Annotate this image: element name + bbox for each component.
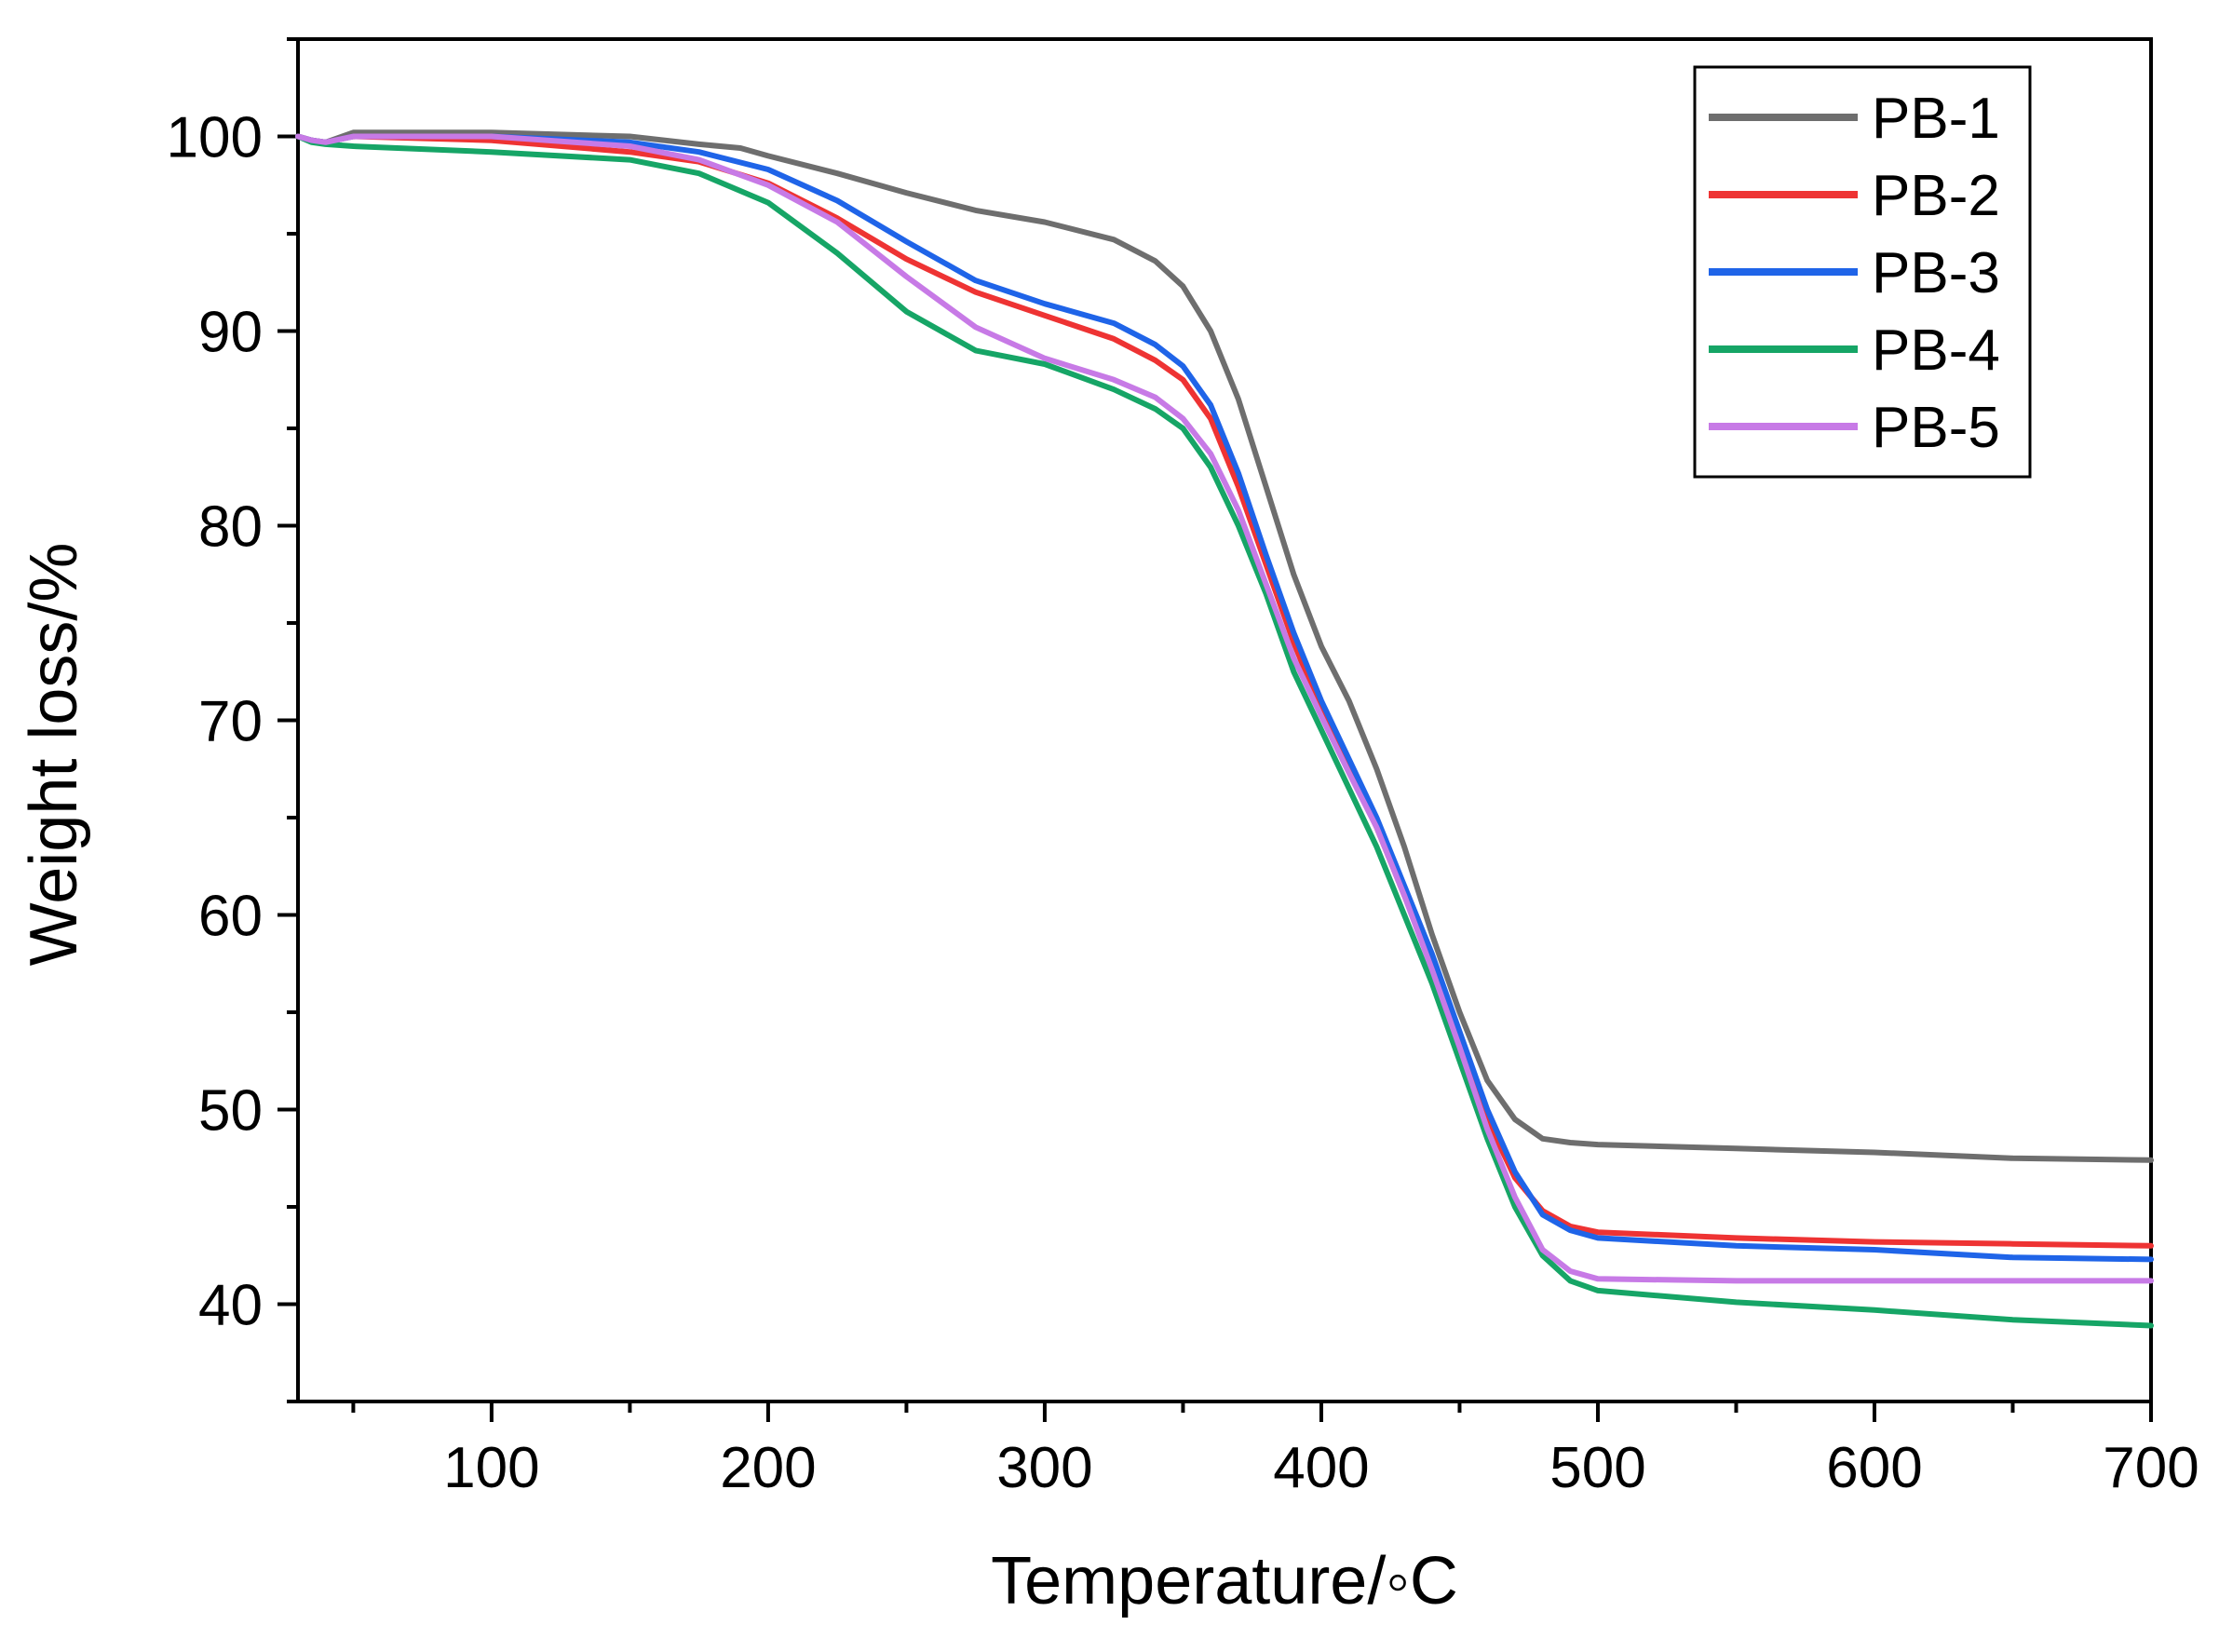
legend-label-pb-4: PB-4	[1872, 318, 2000, 383]
series-line-pb-2	[295, 133, 2154, 1249]
y-tick-label: 50	[198, 1079, 263, 1144]
x-tick-label: 400	[1273, 1436, 1369, 1500]
y-tick-label: 70	[198, 690, 263, 754]
x-axis-title: Temperature/◦C	[991, 1544, 1458, 1618]
y-tick-label: 60	[198, 885, 263, 949]
y-tick-label: 90	[198, 301, 263, 365]
series-line-pb-1	[295, 129, 2154, 1163]
x-tick-label: 600	[1826, 1436, 1922, 1500]
x-tick-label: 700	[2103, 1436, 2199, 1500]
y-axis-title: Weight loss/%	[17, 543, 91, 967]
series-line-pb-3	[295, 133, 2154, 1263]
x-tick-label: 300	[996, 1436, 1092, 1500]
axis-ticks: 100 200 300 400 500 600 700 40 50 60 70 80 90 100	[167, 37, 2199, 1500]
x-tick-label: 100	[443, 1436, 539, 1500]
y-tick-label: 100	[167, 106, 263, 170]
x-tick-label: 200	[720, 1436, 816, 1500]
series-line-pb-5	[295, 133, 2154, 1284]
x-tick-label: 500	[1549, 1436, 1645, 1500]
y-tick-label: 40	[198, 1274, 263, 1338]
y-tick-label: 80	[198, 495, 263, 560]
legend: PB-1 PB-2 PB-3 PB-4 PB-5	[1693, 65, 2032, 479]
series-line-pb-4	[295, 133, 2154, 1329]
legend-label-pb-1: PB-1	[1872, 87, 2000, 151]
legend-label-pb-5: PB-5	[1872, 396, 2000, 460]
data-series	[295, 129, 2154, 1329]
legend-label-pb-3: PB-3	[1872, 241, 2000, 305]
legend-label-pb-2: PB-2	[1872, 164, 2000, 228]
